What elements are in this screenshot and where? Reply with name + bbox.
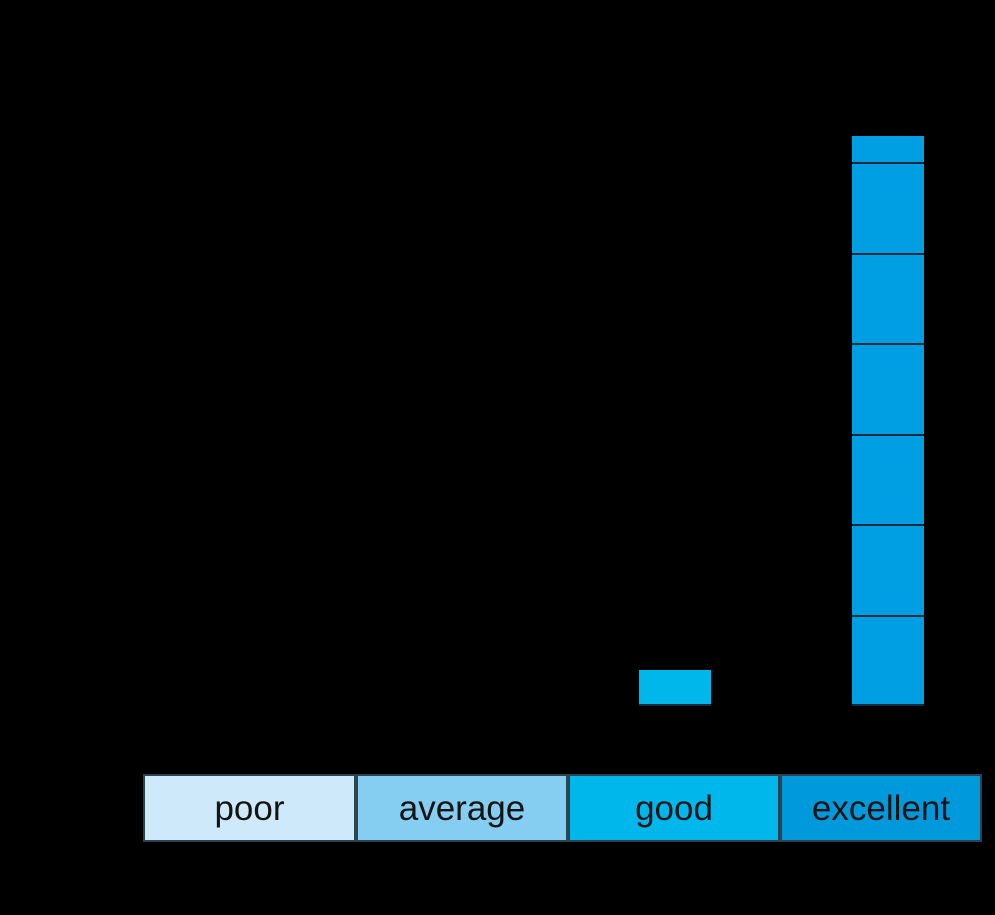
category-cell-poor: poor xyxy=(143,774,356,842)
category-label-poor: poor xyxy=(214,788,285,828)
baseline-over-bar xyxy=(639,704,711,706)
bar-excellent xyxy=(852,136,924,706)
category-cell-good: good xyxy=(568,774,780,842)
x-axis-category-strip: poor average good excellent xyxy=(0,774,995,842)
gridline-over-bar xyxy=(852,524,924,526)
plot-area xyxy=(639,136,924,706)
gridline-over-bar xyxy=(852,343,924,345)
category-label-average: average xyxy=(398,788,526,828)
gridline-over-bar xyxy=(852,433,924,436)
gridline-over-bar xyxy=(852,614,924,617)
baseline-over-bar xyxy=(852,704,924,706)
category-label-good: good xyxy=(635,788,713,828)
gridline-over-bar xyxy=(852,162,924,164)
category-label-excellent: excellent xyxy=(811,788,951,828)
gridline-over-bar xyxy=(852,252,924,255)
category-cell-average: average xyxy=(356,774,568,842)
category-cell-excellent: excellent xyxy=(780,774,982,842)
bar-good xyxy=(639,670,711,706)
